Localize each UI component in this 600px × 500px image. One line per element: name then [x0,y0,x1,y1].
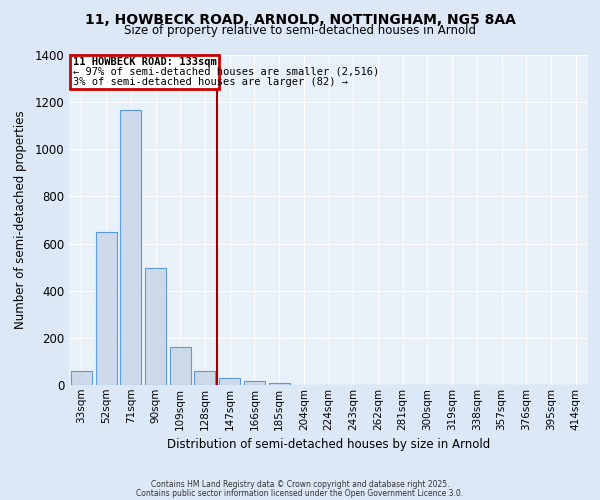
Y-axis label: Number of semi-detached properties: Number of semi-detached properties [14,110,28,330]
Text: Size of property relative to semi-detached houses in Arnold: Size of property relative to semi-detach… [124,24,476,37]
Text: 11 HOWBECK ROAD: 133sqm: 11 HOWBECK ROAD: 133sqm [73,57,216,67]
Bar [219,378,240,385]
Bar [244,382,265,385]
Bar [269,382,290,385]
Bar [194,371,215,385]
Bar [145,268,166,385]
Bar [95,232,116,385]
Bar [170,348,191,385]
Text: Contains public sector information licensed under the Open Government Licence 3.: Contains public sector information licen… [136,488,464,498]
Text: Contains HM Land Registry data © Crown copyright and database right 2025.: Contains HM Land Registry data © Crown c… [151,480,449,489]
Text: ← 97% of semi-detached houses are smaller (2,516): ← 97% of semi-detached houses are smalle… [73,66,379,76]
Text: 3% of semi-detached houses are larger (82) →: 3% of semi-detached houses are larger (8… [73,78,348,88]
FancyBboxPatch shape [70,55,218,89]
Bar [120,110,141,385]
X-axis label: Distribution of semi-detached houses by size in Arnold: Distribution of semi-detached houses by … [167,438,490,451]
Bar [71,371,92,385]
Text: 11, HOWBECK ROAD, ARNOLD, NOTTINGHAM, NG5 8AA: 11, HOWBECK ROAD, ARNOLD, NOTTINGHAM, NG… [85,12,515,26]
